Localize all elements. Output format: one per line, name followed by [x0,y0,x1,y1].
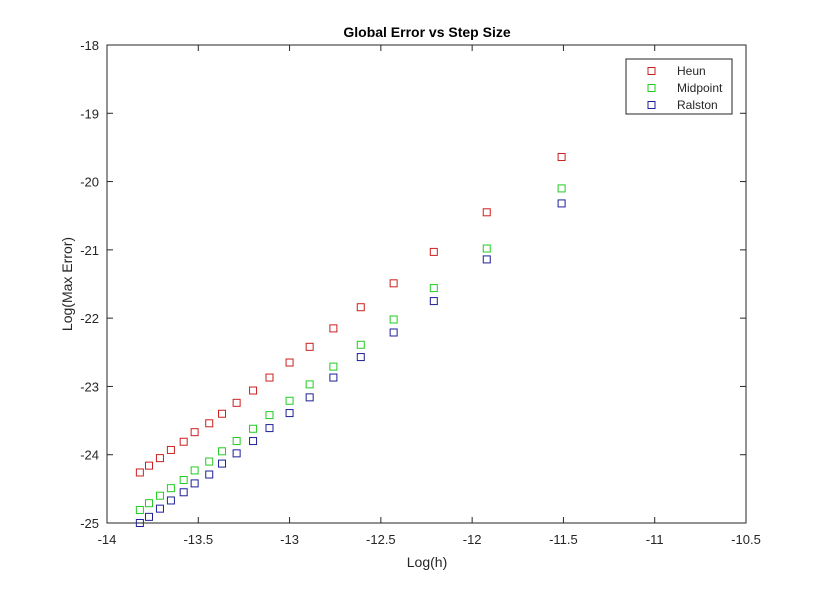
data-point-ralston [265,424,274,433]
data-point-heun [135,468,144,477]
data-point-heun [155,454,164,463]
plot-area [106,44,747,524]
data-point-heun [482,208,491,217]
data-point-heun [249,386,258,395]
data-point-heun [389,279,398,288]
data-point-ralston [144,512,153,521]
y-tick-label: -22 [80,311,99,326]
data-point-heun [329,324,338,333]
data-point-midpoint [389,315,398,324]
data-point-heun [166,445,175,454]
data-point-heun [356,303,365,312]
data-point-ralston [356,353,365,362]
data-point-ralston [249,437,258,446]
y-tick-label: -21 [80,243,99,258]
data-point-ralston [305,393,314,402]
data-point-midpoint [135,506,144,515]
data-point-midpoint [285,396,294,405]
data-point-heun [144,461,153,470]
chart-title: Global Error vs Step Size [343,24,510,40]
legend-box [625,58,733,115]
data-point-ralston [166,496,175,505]
legend-marker-heun [647,67,656,75]
data-point-ralston [218,459,227,468]
data-point-heun [205,419,214,428]
y-tick-label: -25 [80,516,99,531]
y-tick-label: -24 [80,448,99,463]
legend-label-heun: Heun [677,64,706,78]
data-point-midpoint [155,491,164,500]
series-midpoint [135,184,566,515]
data-point-ralston [389,328,398,337]
data-point-ralston [557,199,566,208]
legend-label-ralston: Ralston [677,98,718,112]
data-point-ralston [190,479,199,488]
y-tick-label: -20 [80,175,99,190]
legend: Heun Midpoint Ralston [625,58,733,115]
data-point-midpoint [429,284,438,293]
data-point-midpoint [329,362,338,371]
data-point-ralston [329,373,338,382]
x-tick-label: -12 [463,532,482,547]
x-tick-label: -11.5 [549,532,578,547]
legend-label-midpoint: Midpoint [677,81,723,95]
data-point-ralston [155,504,164,513]
series-ralston [135,199,566,527]
legend-marker-midpoint [647,84,656,92]
data-point-midpoint [356,340,365,349]
data-point-ralston [205,470,214,479]
data-point-ralston [285,409,294,418]
data-point-ralston [232,449,241,458]
x-tick-label: -13 [280,532,299,547]
data-point-midpoint [144,499,153,508]
data-point-midpoint [265,411,274,420]
y-axis-ticks: -25 -24 -23 -22 -21 -20 -19 -18 [80,38,746,531]
data-point-midpoint [232,437,241,446]
data-point-midpoint [249,424,258,433]
x-axis-title: Log(h) [407,554,447,570]
data-point-heun [557,152,566,161]
data-point-heun [285,358,294,367]
x-tick-label: -13.5 [183,532,213,547]
data-point-heun [305,342,314,351]
series-heun [135,152,566,477]
data-point-ralston [179,488,188,497]
data-point-midpoint [482,244,491,253]
x-tick-label: -10.5 [731,532,761,547]
data-point-midpoint [166,484,175,493]
x-tick-label: -11 [646,532,664,547]
data-point-midpoint [557,184,566,193]
x-tick-label: -12.5 [366,532,396,547]
y-axis-title: Log(Max Error) [59,237,75,331]
y-tick-label: -23 [80,379,99,394]
data-point-heun [429,247,438,256]
x-tick-label: -14 [98,532,117,547]
x-axis-ticks: -14 -13.5 -13 -12.5 -12 -11.5 -11 -10.5 [98,45,761,547]
data-point-ralston [482,255,491,264]
y-tick-label: -19 [80,106,99,121]
data-point-heun [265,373,274,382]
data-point-heun [190,428,199,437]
legend-marker-ralston [647,101,656,109]
data-point-ralston [135,519,144,527]
data-point-heun [218,409,227,418]
data-point-midpoint [179,475,188,484]
data-point-midpoint [190,466,199,475]
data-points [135,152,566,527]
data-point-midpoint [205,457,214,466]
legend-entries: Heun Midpoint Ralston [647,64,723,112]
data-point-heun [232,398,241,407]
data-point-midpoint [305,380,314,389]
data-point-ralston [429,297,438,306]
y-tick-label: -18 [80,38,99,53]
data-point-midpoint [218,447,227,456]
data-point-heun [179,437,188,446]
